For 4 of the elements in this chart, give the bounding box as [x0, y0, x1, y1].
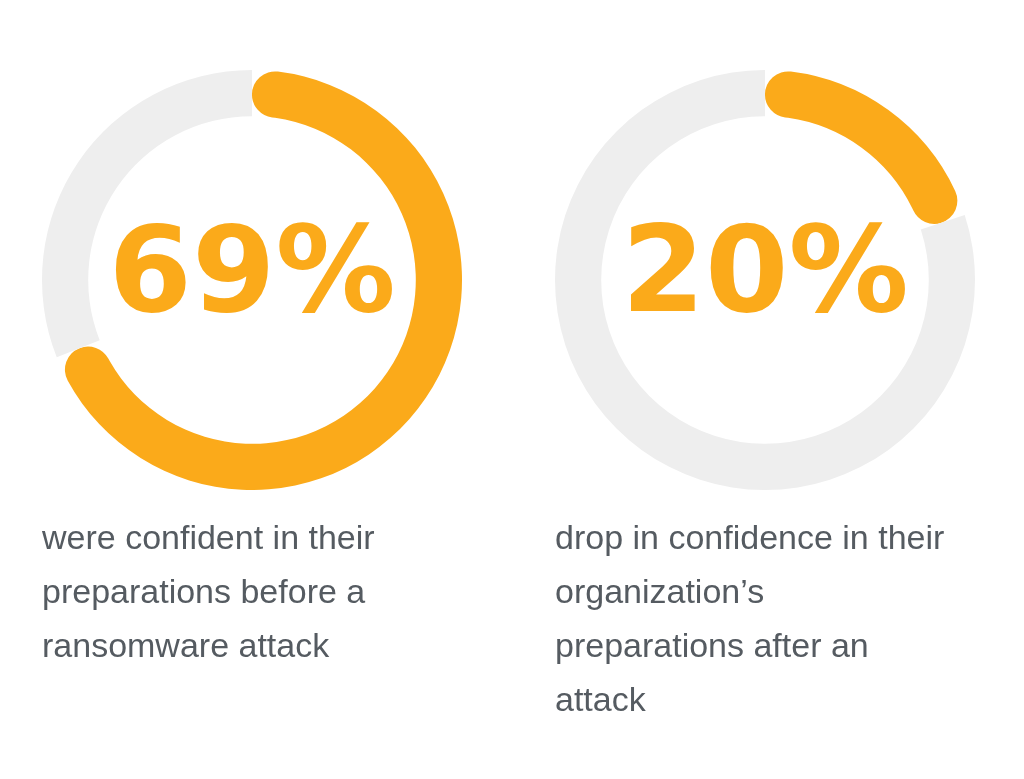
data-label: 20%: [621, 200, 909, 340]
text: drop in confidence in their organization’s preparations after an attack: [554, 517, 946, 720]
text: were confident in their preparations before a ransomware attack: [41, 517, 376, 666]
data-label: 69%: [108, 200, 396, 340]
